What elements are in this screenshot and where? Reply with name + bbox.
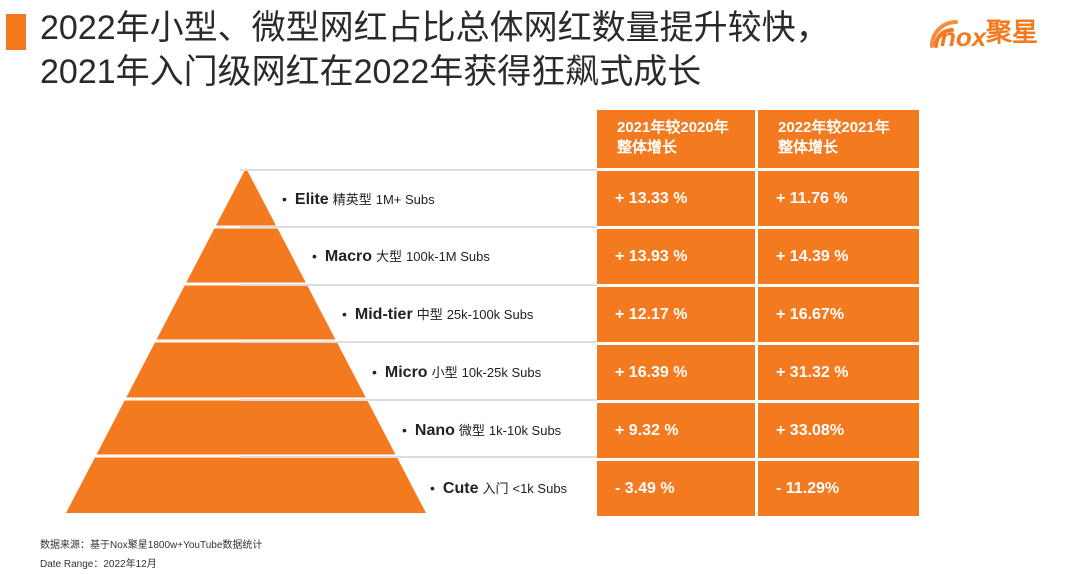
growth-cell-2021: + 16.39 % [597, 345, 755, 400]
growth-cell-2021: + 9.32 % [597, 403, 755, 458]
growth-cell-2022: + 11.76 % [758, 171, 919, 226]
growth-cell-2021: - 3.49 % [597, 461, 755, 516]
tier-divider [240, 456, 597, 458]
tier-label-micro: • Micro 小型 10k-25k Subs [372, 364, 542, 381]
growth-cell-2022: + 14.39 % [758, 229, 919, 284]
growth-cell-2021: + 13.33 % [597, 171, 755, 226]
title-accent-bar [6, 14, 26, 50]
tier-label-macro: • Macro 大型 100k-1M Subs [312, 248, 490, 265]
growth-cell-2022: + 31.32 % [758, 345, 919, 400]
growth-table-header-2022: 2022年较2021年 整体增长 [758, 110, 919, 168]
growth-cell-2021: + 12.17 % [597, 287, 755, 342]
bullet: • [430, 480, 435, 496]
svg-text:nox: nox [940, 22, 988, 50]
page-title-line-2: 2021年入门级网红在2022年获得狂飙式成长 [40, 53, 702, 91]
tier-divider [240, 284, 597, 286]
growth-cell-2022: + 33.08% [758, 403, 919, 458]
page-title-line-1: 2022年小型、微型网红占比总体网红数量提升较快， [40, 9, 830, 47]
bullet: • [372, 364, 377, 380]
tier-label-cute: • Cute 入门 <1k Subs [430, 480, 568, 497]
date-range-note: Date Range：2022年12月 [40, 559, 157, 570]
bullet: • [402, 422, 407, 438]
tier-divider [240, 399, 597, 401]
nox-logo: nox 聚星 [930, 6, 1070, 50]
page-title: 2022年小型、微型网红占比总体网红数量提升较快， 2021年入门级网红在202… [40, 6, 900, 94]
tier-label-elite: • Elite 精英型 1M+ Subs [282, 191, 435, 208]
growth-cell-2021: + 13.93 % [597, 229, 755, 284]
tier-divider [240, 169, 597, 171]
growth-table-header-2021: 2021年较2020年 整体增长 [597, 110, 755, 168]
bullet: • [342, 306, 347, 322]
tier-divider [240, 226, 597, 228]
tier-label-nano: • Nano 微型 1k-10k Subs [402, 422, 562, 439]
influencer-tier-pyramid [66, 168, 426, 513]
bullet: • [282, 191, 287, 207]
data-source-note: 数据来源：基于Nox聚星1800w+YouTube数据统计 [40, 540, 263, 551]
tier-label-mid-tier: • Mid-tier 中型 25k-100k Subs [342, 306, 534, 323]
nox-wave-logo-icon: nox [930, 20, 988, 50]
growth-cell-2022: - 11.29% [758, 461, 919, 516]
logo-brand-text: 聚星 [986, 17, 1039, 47]
growth-cell-2022: + 16.67% [758, 287, 919, 342]
tier-divider [240, 341, 597, 343]
bullet: • [312, 248, 317, 264]
